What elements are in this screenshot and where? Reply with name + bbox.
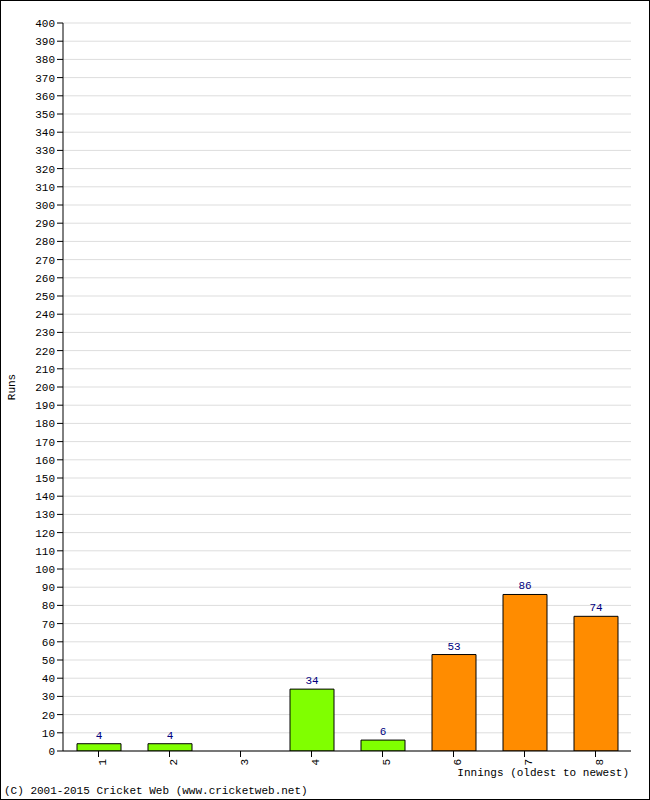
svg-text:200: 200 [35,382,55,394]
svg-text:74: 74 [589,602,603,614]
svg-text:53: 53 [447,641,460,653]
svg-text:150: 150 [35,473,55,485]
svg-text:160: 160 [35,455,55,467]
svg-text:2: 2 [168,759,180,766]
svg-text:140: 140 [35,491,55,503]
svg-text:100: 100 [35,564,55,576]
svg-text:10: 10 [42,728,55,740]
html-text:(C) 2001-2015 Cricket Web (www: (C) 2001-2015 Cricket Web (www.cricketwe… [4,785,308,797]
svg-text:20: 20 [42,710,55,722]
svg-text:210: 210 [35,364,55,376]
svg-text:4: 4 [310,759,322,766]
svg-text:240: 240 [35,309,55,321]
svg-text:310: 310 [35,182,55,194]
svg-text:320: 320 [35,164,55,176]
svg-text:0: 0 [48,746,55,758]
svg-text:390: 390 [35,36,55,48]
svg-text:40: 40 [42,673,55,685]
svg-text:260: 260 [35,273,55,285]
svg-text:340: 340 [35,127,55,139]
svg-text:270: 270 [35,255,55,267]
svg-text:3: 3 [239,759,251,766]
svg-text:4: 4 [167,730,174,742]
html-text:Innings (oldest to newest): Innings (oldest to newest) [457,767,629,779]
svg-text:170: 170 [35,437,55,449]
svg-text:110: 110 [35,546,55,558]
svg-text:360: 360 [35,91,55,103]
svg-text:220: 220 [35,346,55,358]
svg-text:70: 70 [42,619,55,631]
svg-text:7: 7 [523,759,535,766]
svg-text:86: 86 [518,580,531,592]
svg-text:180: 180 [35,418,55,430]
svg-text:6: 6 [380,726,387,738]
svg-text:190: 190 [35,400,55,412]
svg-text:380: 380 [35,54,55,66]
svg-text:130: 130 [35,509,55,521]
svg-text:120: 120 [35,528,55,540]
svg-text:370: 370 [35,73,55,85]
svg-text:50: 50 [42,655,55,667]
svg-text:250: 250 [35,291,55,303]
svg-text:5: 5 [381,759,393,766]
svg-text:4: 4 [96,730,103,742]
svg-text:80: 80 [42,600,55,612]
svg-text:230: 230 [35,327,55,339]
svg-text:330: 330 [35,145,55,157]
svg-text:350: 350 [35,109,55,121]
svg-text:30: 30 [42,691,55,703]
svg-text:290: 290 [35,218,55,230]
svg-text:Runs: Runs [8,374,18,400]
svg-text:300: 300 [35,200,55,212]
svg-text:90: 90 [42,582,55,594]
svg-text:60: 60 [42,637,55,649]
svg-text:6: 6 [452,759,464,766]
svg-text:400: 400 [35,18,55,30]
svg-text:1: 1 [97,759,109,766]
svg-text:280: 280 [35,236,55,248]
svg-text:8: 8 [594,759,606,766]
svg-text:34: 34 [305,675,319,687]
